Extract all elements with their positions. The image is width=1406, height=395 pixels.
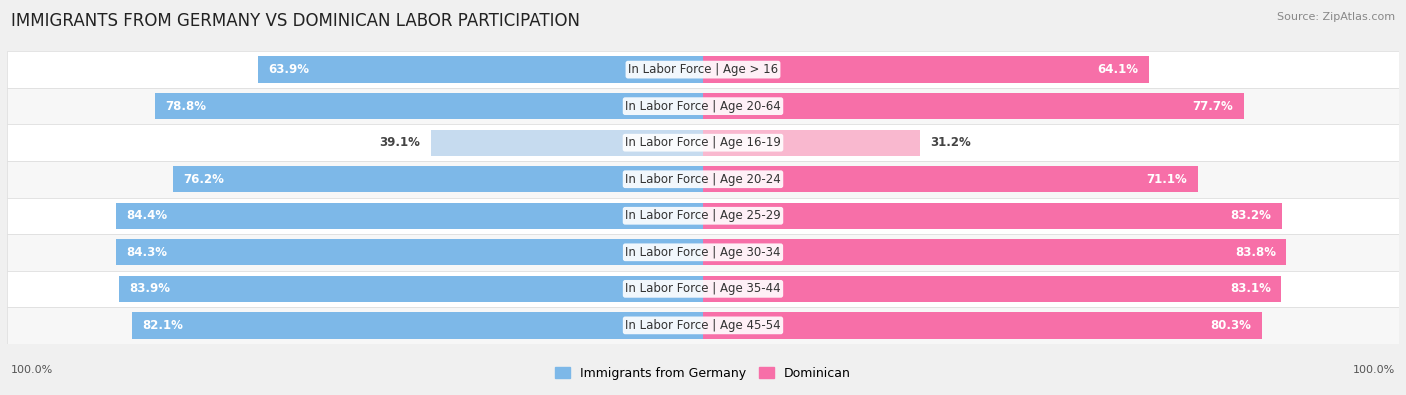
Text: In Labor Force | Age 30-34: In Labor Force | Age 30-34: [626, 246, 780, 259]
Bar: [117, 239, 703, 265]
FancyBboxPatch shape: [7, 271, 1399, 307]
Text: 100.0%: 100.0%: [1353, 365, 1395, 375]
Bar: [703, 166, 1198, 192]
Bar: [120, 276, 703, 302]
Text: 83.1%: 83.1%: [1230, 282, 1271, 295]
Text: In Labor Force | Age 45-54: In Labor Force | Age 45-54: [626, 319, 780, 332]
Bar: [703, 276, 1281, 302]
Bar: [703, 130, 920, 156]
Text: 31.2%: 31.2%: [931, 136, 972, 149]
Text: 100.0%: 100.0%: [11, 365, 53, 375]
Text: 82.1%: 82.1%: [142, 319, 183, 332]
Text: 84.3%: 84.3%: [127, 246, 167, 259]
Bar: [115, 203, 703, 229]
Text: 39.1%: 39.1%: [380, 136, 420, 149]
Text: 80.3%: 80.3%: [1211, 319, 1251, 332]
Text: In Labor Force | Age > 16: In Labor Force | Age > 16: [628, 63, 778, 76]
Text: In Labor Force | Age 35-44: In Labor Force | Age 35-44: [626, 282, 780, 295]
Bar: [155, 93, 703, 119]
Bar: [173, 166, 703, 192]
Bar: [703, 203, 1282, 229]
Bar: [259, 56, 703, 83]
Bar: [703, 93, 1244, 119]
Text: 84.4%: 84.4%: [127, 209, 167, 222]
Text: 76.2%: 76.2%: [183, 173, 224, 186]
Text: In Labor Force | Age 25-29: In Labor Force | Age 25-29: [626, 209, 780, 222]
FancyBboxPatch shape: [7, 161, 1399, 198]
Text: IMMIGRANTS FROM GERMANY VS DOMINICAN LABOR PARTICIPATION: IMMIGRANTS FROM GERMANY VS DOMINICAN LAB…: [11, 12, 581, 30]
Text: In Labor Force | Age 20-24: In Labor Force | Age 20-24: [626, 173, 780, 186]
Bar: [703, 56, 1149, 83]
Text: 64.1%: 64.1%: [1098, 63, 1139, 76]
Text: 77.7%: 77.7%: [1192, 100, 1233, 113]
Text: In Labor Force | Age 20-64: In Labor Force | Age 20-64: [626, 100, 780, 113]
Bar: [132, 312, 703, 339]
Bar: [703, 239, 1286, 265]
Text: 78.8%: 78.8%: [165, 100, 207, 113]
Text: 83.8%: 83.8%: [1234, 246, 1275, 259]
FancyBboxPatch shape: [7, 51, 1399, 88]
Text: 63.9%: 63.9%: [269, 63, 309, 76]
Text: Source: ZipAtlas.com: Source: ZipAtlas.com: [1277, 12, 1395, 22]
FancyBboxPatch shape: [7, 234, 1399, 271]
FancyBboxPatch shape: [7, 88, 1399, 124]
FancyBboxPatch shape: [7, 198, 1399, 234]
Text: 83.9%: 83.9%: [129, 282, 170, 295]
Bar: [703, 312, 1261, 339]
Text: 71.1%: 71.1%: [1147, 173, 1188, 186]
Text: 83.2%: 83.2%: [1230, 209, 1271, 222]
FancyBboxPatch shape: [7, 124, 1399, 161]
FancyBboxPatch shape: [7, 307, 1399, 344]
Bar: [430, 130, 703, 156]
Text: In Labor Force | Age 16-19: In Labor Force | Age 16-19: [626, 136, 780, 149]
Legend: Immigrants from Germany, Dominican: Immigrants from Germany, Dominican: [550, 362, 856, 385]
